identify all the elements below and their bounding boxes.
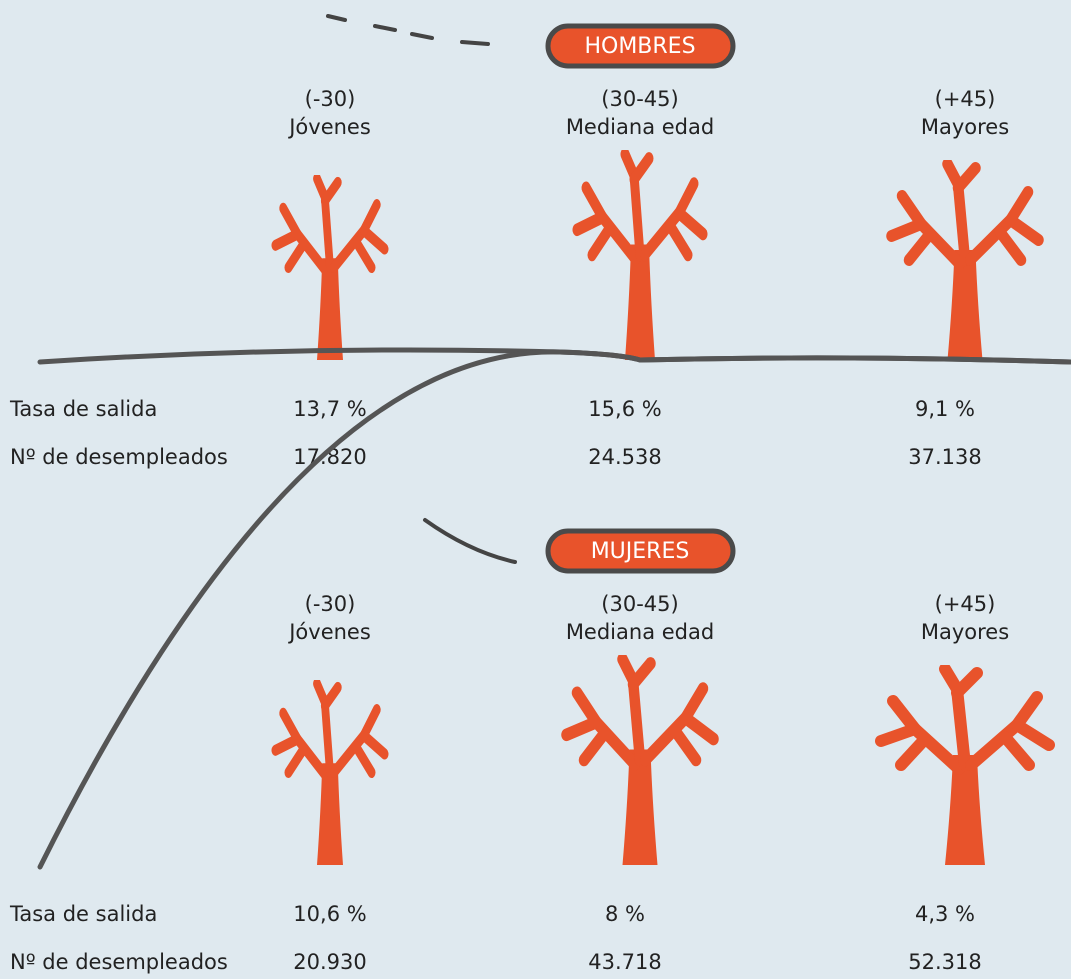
row-value: 15,6 %: [588, 397, 661, 421]
row-label: Tasa de salida: [9, 397, 157, 421]
age-group: Jóvenes: [287, 115, 371, 139]
infographic: HOMBRES (-30) Jóvenes (30-45) Mediana edad (+…: [0, 0, 1071, 979]
age-group: Mediana edad: [566, 620, 714, 644]
row-value: 20.930: [293, 950, 366, 974]
row-value: 37.138: [908, 445, 981, 469]
tree: [892, 164, 1039, 360]
age-range: (+45): [935, 87, 996, 111]
age-group: Mayores: [921, 115, 1009, 139]
age-range: (-30): [305, 87, 356, 111]
tree: [567, 659, 714, 865]
row-value: 9,1 %: [915, 397, 975, 421]
age-range: (-30): [305, 592, 356, 616]
row-value: 52.318: [908, 950, 981, 974]
row-label: Tasa de salida: [9, 902, 157, 926]
row-label: Nº de desempleados: [10, 950, 228, 974]
age-range: (+45): [935, 592, 996, 616]
row-value: 13,7 %: [293, 397, 366, 421]
ground: [40, 352, 1071, 867]
tree: [275, 179, 384, 360]
section-title: MUJERES: [591, 539, 690, 564]
decoration: [328, 16, 515, 562]
age-group: Jóvenes: [287, 620, 371, 644]
age-group: Mediana edad: [566, 115, 714, 139]
section: HOMBRES (-30) Jóvenes (30-45) Mediana edad (+…: [9, 26, 1071, 469]
row-label: Nº de desempleados: [10, 445, 228, 469]
row-value: 43.718: [588, 950, 661, 974]
row-value: 10,6 %: [293, 902, 366, 926]
row-value: 4,3 %: [915, 902, 975, 926]
age-group: Mayores: [921, 620, 1009, 644]
tree: [881, 669, 1049, 865]
tree: [577, 154, 703, 360]
section-title: HOMBRES: [584, 34, 695, 59]
row-value: 8 %: [605, 902, 645, 926]
age-range: (30-45): [601, 87, 678, 111]
tree: [275, 684, 384, 865]
age-range: (30-45): [601, 592, 678, 616]
row-value: 24.538: [588, 445, 661, 469]
